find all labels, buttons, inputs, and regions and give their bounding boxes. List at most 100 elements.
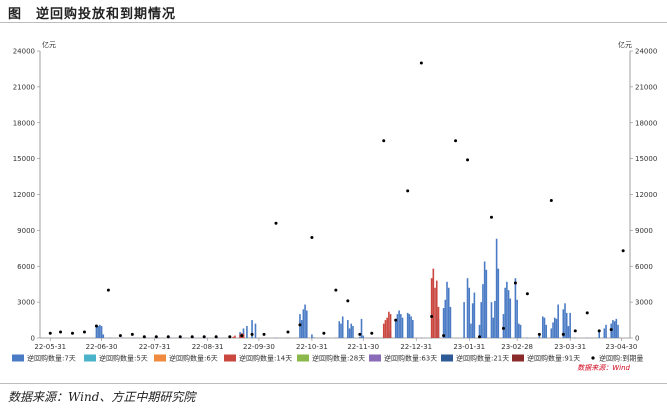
legend-swatch xyxy=(154,354,166,362)
bar xyxy=(553,317,556,338)
y-tick-label-right: 9000 xyxy=(635,227,653,235)
bar xyxy=(358,336,361,338)
bar xyxy=(99,324,101,338)
bar xyxy=(545,324,548,338)
bar xyxy=(434,287,436,338)
bar xyxy=(612,320,614,338)
figure-label: 图 xyxy=(8,7,23,22)
bar xyxy=(446,281,448,338)
maturity-point xyxy=(537,332,541,336)
maturity-point xyxy=(478,335,482,339)
bar xyxy=(242,328,245,338)
maturity-point xyxy=(573,329,577,333)
x-tick-label: 22-07-31 xyxy=(139,343,171,351)
bar xyxy=(615,318,618,338)
bar xyxy=(478,324,481,338)
bar xyxy=(251,320,253,338)
chart-source-note: 数据来源：Wind xyxy=(577,364,630,372)
bar xyxy=(506,281,508,338)
bar xyxy=(516,299,518,338)
maturity-point xyxy=(118,334,122,338)
maturity-point xyxy=(154,335,158,339)
bar xyxy=(564,303,566,338)
bar xyxy=(338,321,341,338)
legend-label: 逆回购数量:14天 xyxy=(239,354,292,363)
legend-swatch xyxy=(224,354,236,362)
maturity-point xyxy=(228,335,232,339)
bar xyxy=(311,334,313,338)
legend-marker xyxy=(591,356,595,360)
bar xyxy=(507,290,510,338)
bar xyxy=(504,287,506,338)
bar xyxy=(562,309,565,338)
maturity-point xyxy=(513,281,517,285)
bar xyxy=(412,320,414,338)
maturity-point xyxy=(370,331,374,335)
bar xyxy=(304,304,306,338)
bar xyxy=(312,337,315,338)
x-tick-label: 22-06-30 xyxy=(86,343,118,351)
bar xyxy=(435,280,438,338)
bar xyxy=(400,314,402,338)
figure-title: 图逆回购投放和到期情况 xyxy=(8,3,176,22)
bar xyxy=(490,302,493,338)
chart: 亿元 亿元 0 0 3000 3000 6000 6000 9000 9000 12000 12000… xyxy=(12,40,657,372)
legend-swatch xyxy=(297,354,309,362)
bar xyxy=(300,320,303,338)
bar xyxy=(565,312,568,338)
y-tick-label-left: 24000 xyxy=(13,48,35,56)
y-tick-label-left: 9000 xyxy=(17,227,35,235)
bar xyxy=(410,316,412,338)
bar xyxy=(239,334,241,338)
bar xyxy=(447,287,450,338)
title-rule xyxy=(0,22,667,23)
bar xyxy=(234,335,236,338)
bar xyxy=(382,323,385,338)
bar xyxy=(305,310,308,338)
bar xyxy=(352,326,354,338)
bar xyxy=(470,323,472,338)
bar xyxy=(617,324,619,338)
maturity-point xyxy=(48,331,52,335)
maturity-point xyxy=(346,299,350,303)
y-tick-label-left: 21000 xyxy=(13,83,35,91)
y-tick-label-left: 12000 xyxy=(13,191,35,199)
bar xyxy=(603,328,606,338)
maturity-point xyxy=(286,330,290,334)
legend-swatch xyxy=(84,354,96,362)
maturity-point xyxy=(240,334,244,338)
bar xyxy=(100,326,103,338)
x-tick-label: 22-10-31 xyxy=(296,343,328,351)
maturity-point xyxy=(597,329,601,333)
bar xyxy=(541,316,544,338)
bar xyxy=(494,300,496,338)
bar xyxy=(509,298,512,338)
legend-label: 逆回购数量:6天 xyxy=(169,354,218,363)
bar xyxy=(613,321,616,338)
bar xyxy=(394,321,397,338)
bar xyxy=(340,323,342,338)
bar xyxy=(102,334,105,338)
x-tick-label: 22-11-30 xyxy=(347,343,379,351)
maturity-point xyxy=(142,335,146,339)
bar xyxy=(444,299,447,338)
bar xyxy=(473,292,476,338)
y-tick-label-right: 21000 xyxy=(635,83,657,91)
maturity-point xyxy=(214,335,218,339)
y-tick-label-left: 15000 xyxy=(13,155,35,163)
bar xyxy=(468,287,471,338)
bar xyxy=(442,308,445,338)
maturity-point xyxy=(178,335,182,339)
maturity-point xyxy=(406,189,410,193)
bar xyxy=(514,278,517,338)
x-tick-label: 22-09-30 xyxy=(243,343,275,351)
legend-swatch xyxy=(512,354,524,362)
x-tick-label: 22-12-31 xyxy=(400,343,432,351)
bar xyxy=(495,238,498,338)
bar xyxy=(430,278,433,338)
maturity-point xyxy=(166,335,170,339)
maturity-point xyxy=(609,328,613,332)
maturity-point xyxy=(454,139,458,143)
legend-swatch xyxy=(369,354,381,362)
legend-label: 逆回购数量:5天 xyxy=(99,354,148,363)
